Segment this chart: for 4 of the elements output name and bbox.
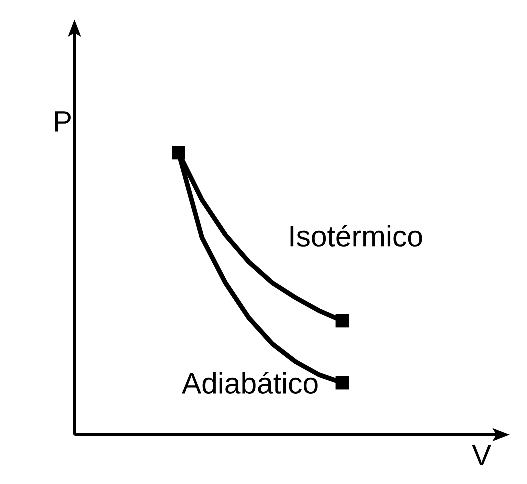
x-axis-title: V [472,445,492,466]
series-label: Adiabático [182,372,318,394]
y-axis-title: P [55,111,71,132]
series-label: Isotérmico [290,224,422,247]
